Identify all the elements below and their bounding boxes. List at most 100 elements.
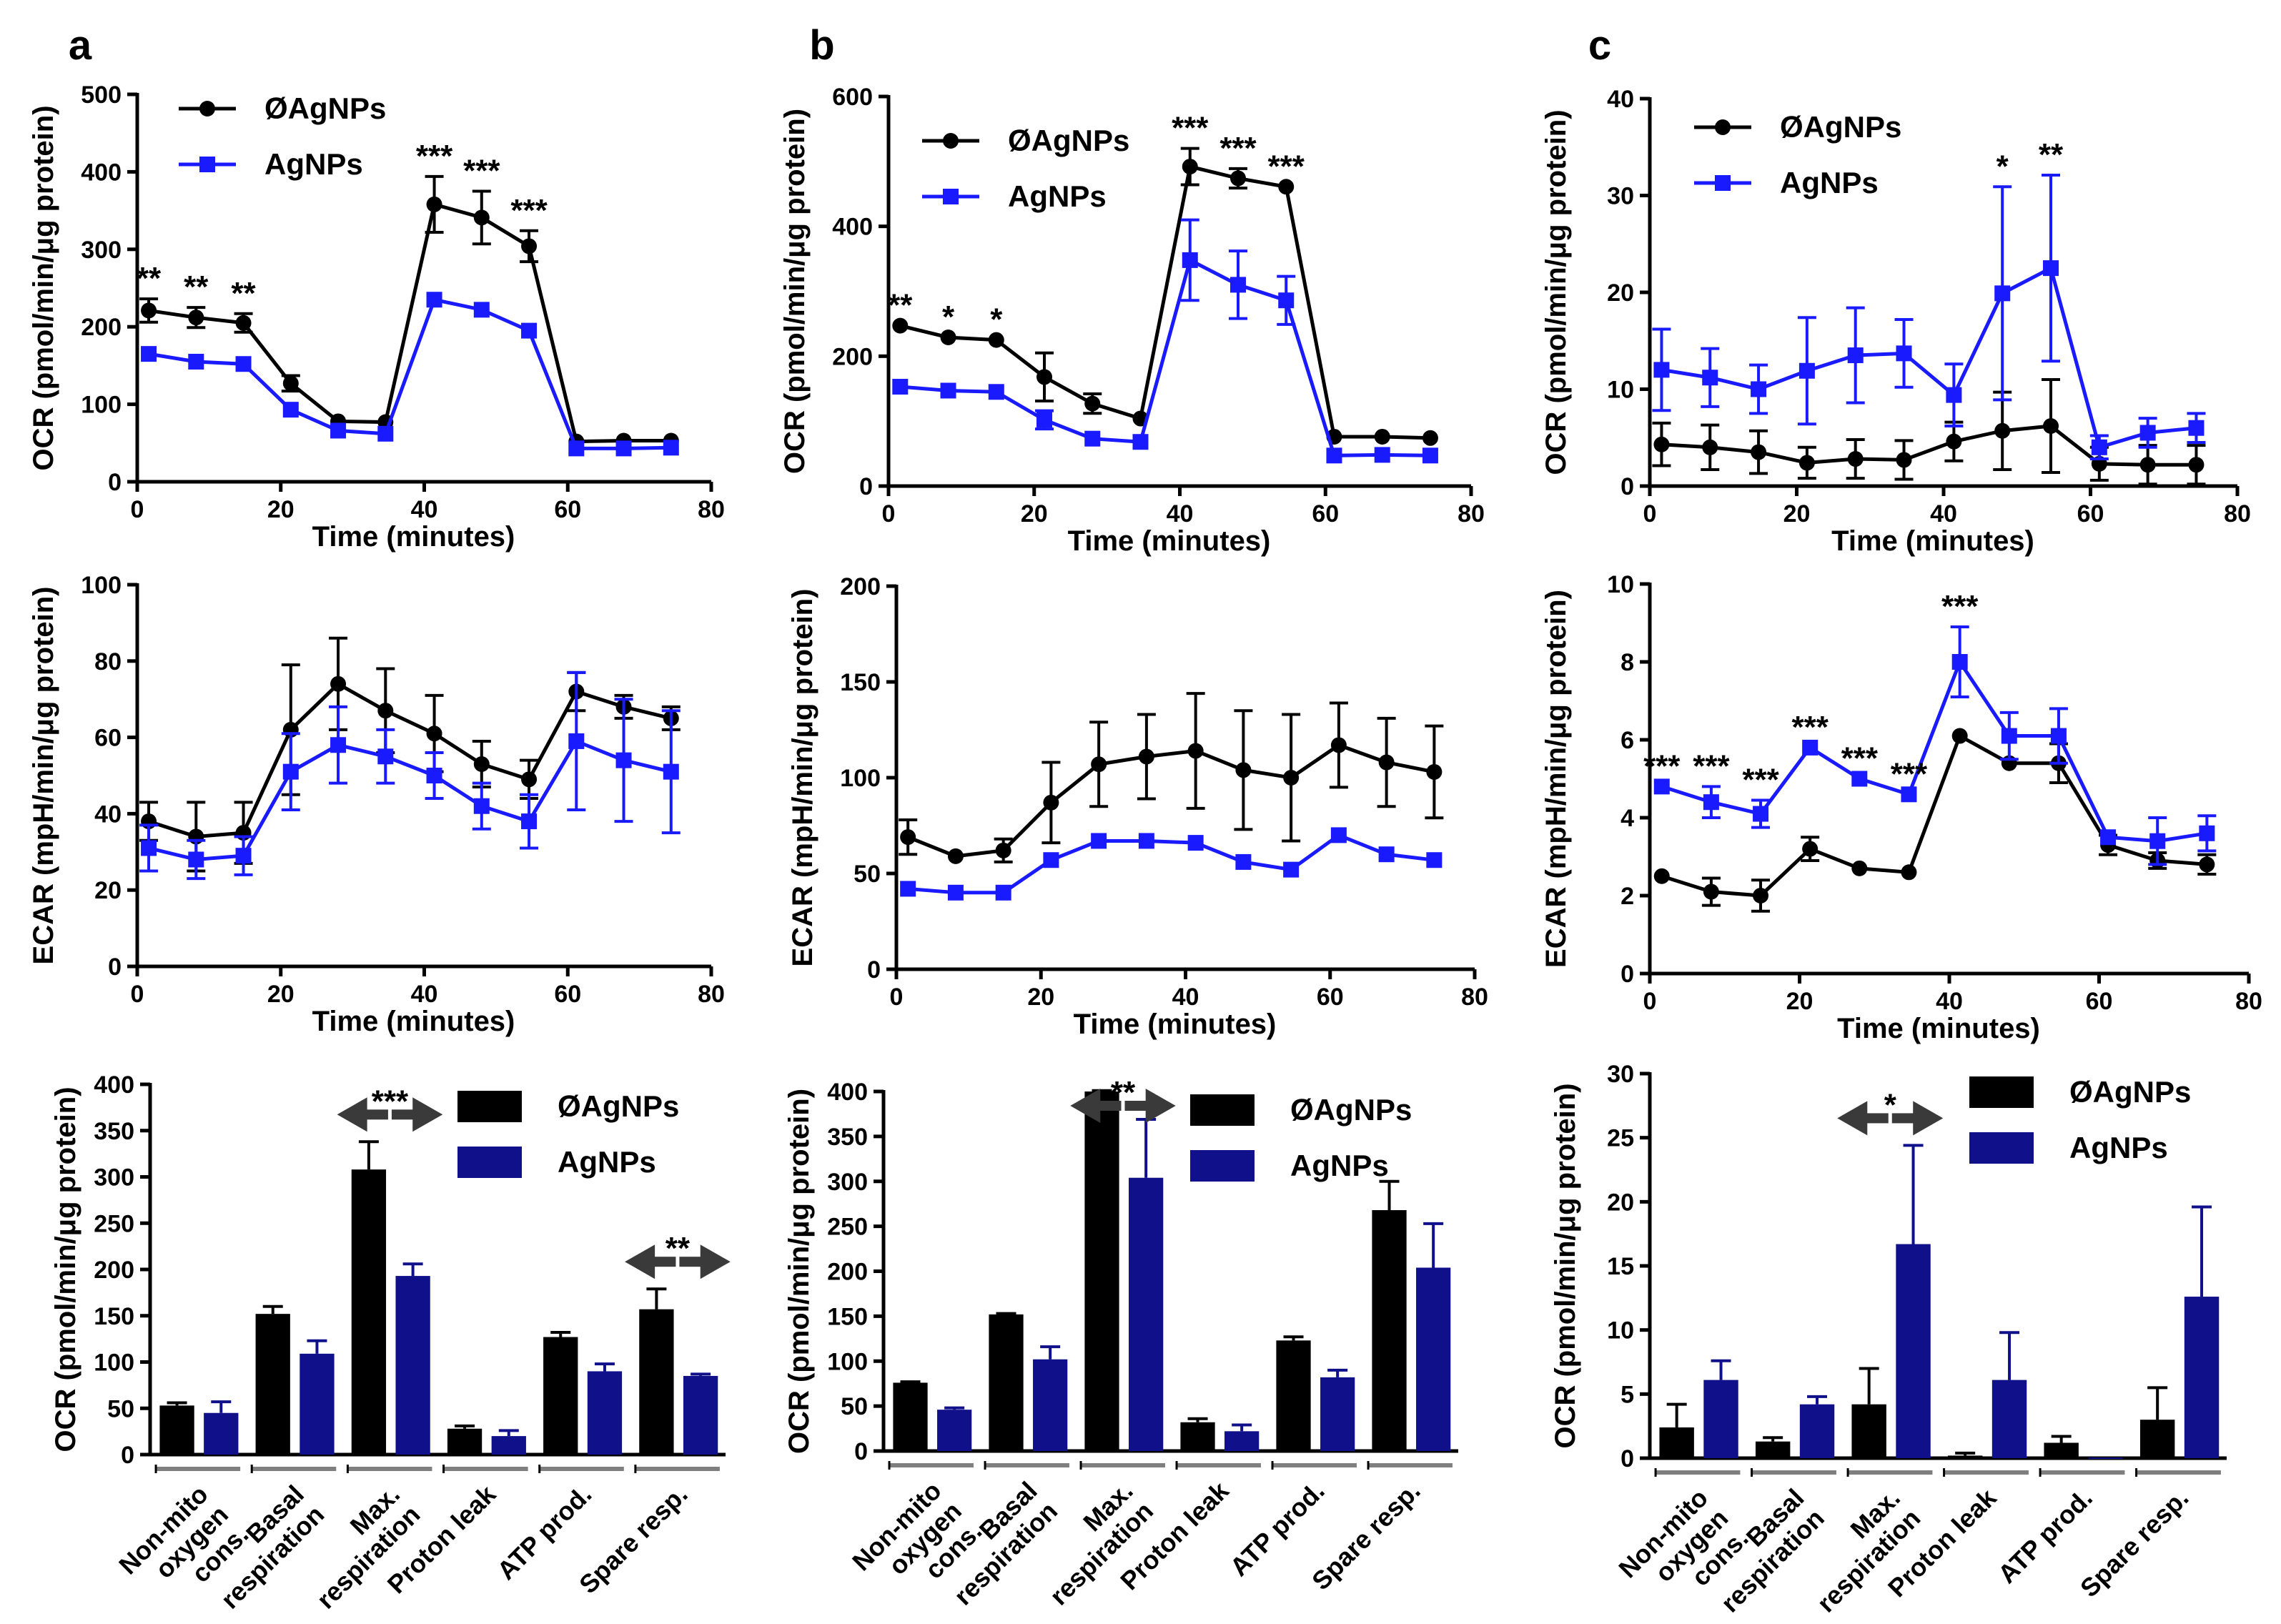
x-tick-label: 0 <box>131 981 144 1008</box>
data-point <box>2091 439 2107 455</box>
y-tick-label: 350 <box>94 1118 134 1145</box>
bar-control <box>1851 1404 1886 1458</box>
y-tick-label: 300 <box>81 237 122 264</box>
series-agnps <box>141 292 679 457</box>
data-point <box>1182 252 1198 268</box>
data-point <box>1951 728 1968 744</box>
series-line <box>148 297 671 450</box>
data-point <box>1751 381 1767 397</box>
data-point <box>1798 362 1815 379</box>
legend-marker <box>943 189 959 204</box>
significance-label: * <box>942 299 955 335</box>
y-tick-label: 5 <box>1621 1381 1634 1408</box>
data-point <box>2100 829 2117 846</box>
data-point <box>1426 852 1443 868</box>
data-point <box>377 748 394 765</box>
significance-label: ** <box>184 269 209 304</box>
significance-label: ** <box>888 288 913 323</box>
x-tick-label: 0 <box>1643 500 1657 528</box>
y-axis-title: OCR (pmol/min/μg protein) <box>50 1086 81 1452</box>
bar-control <box>989 1314 1024 1451</box>
significance-label: * <box>1884 1087 1897 1122</box>
data-point <box>1901 786 1917 803</box>
bar-agnps <box>300 1353 335 1455</box>
data-point <box>521 813 538 830</box>
data-point <box>2199 825 2215 841</box>
y-tick-label: 15 <box>1607 1253 1634 1280</box>
legend-label: ØAgNPs <box>2069 1075 2191 1109</box>
x-tick-label: 80 <box>698 496 725 523</box>
data-point <box>1091 756 1107 773</box>
significance-label: *** <box>1172 111 1209 146</box>
series-agnps <box>1652 174 2206 461</box>
data-point <box>521 771 538 788</box>
data-point <box>940 329 956 345</box>
data-point <box>141 840 157 856</box>
series-control <box>1653 728 2217 913</box>
data-point <box>282 763 299 780</box>
chart-a3: 0 50 100 150 200 250 300 350 400 OCR (pmol/min/μg… <box>50 1071 731 1614</box>
significance-label: *** <box>416 139 453 174</box>
x-tick-label: 60 <box>2086 988 2113 1015</box>
data-point <box>1653 778 1670 795</box>
category-label: ATP prod. <box>1992 1483 2098 1589</box>
series-control <box>892 147 1438 446</box>
data-point <box>1946 433 1962 450</box>
arrow-left <box>625 1244 655 1279</box>
data-point <box>947 848 964 864</box>
data-point <box>2188 420 2205 436</box>
y-tick-label: 0 <box>1621 961 1634 988</box>
series-line <box>148 681 672 838</box>
legend-swatch <box>1190 1094 1255 1126</box>
data-point <box>1278 179 1295 195</box>
data-point <box>1187 835 1204 851</box>
data-point <box>1896 452 1912 468</box>
y-tick-label: 0 <box>867 956 881 984</box>
legend-marker <box>1715 175 1731 191</box>
y-tick-label: 20 <box>1607 1189 1634 1216</box>
y-tick-label: 4 <box>1621 805 1634 832</box>
x-tick-label: 80 <box>1458 500 1485 528</box>
data-point <box>1187 743 1204 759</box>
significance-label: ** <box>231 276 256 311</box>
x-tick-label: 20 <box>1021 500 1048 528</box>
data-point <box>1426 763 1443 780</box>
y-tick-label: 40 <box>94 801 122 828</box>
chart-b1: b 0 200 400 600 OCR (pmol/min/μg protein) 0 20 4… <box>779 22 1485 557</box>
legend-label: ØAgNPs <box>1780 110 1901 144</box>
data-point <box>1802 739 1819 756</box>
y-tick-label: 0 <box>121 1442 134 1469</box>
bar-control <box>159 1405 194 1455</box>
y-tick-label: 10 <box>1607 571 1634 598</box>
x-tick-label: 60 <box>1317 984 1344 1011</box>
data-point <box>235 356 252 372</box>
data-point <box>426 196 442 212</box>
x-tick-label: 80 <box>2224 500 2251 528</box>
series-line <box>907 743 1435 858</box>
bar-agnps <box>204 1412 239 1455</box>
data-point <box>2139 457 2156 473</box>
category-label-line: ATP prod. <box>1992 1483 2098 1589</box>
y-tick-label: 50 <box>841 1393 868 1420</box>
x-tick-label: 40 <box>1936 988 1963 1015</box>
significance-label: *** <box>1693 748 1730 783</box>
significance-label: *** <box>1268 149 1305 184</box>
data-point <box>1851 771 1868 787</box>
y-tick-label: 150 <box>827 1303 868 1330</box>
significance-label: *** <box>1941 589 1979 624</box>
y-tick-label: 250 <box>827 1214 868 1241</box>
arrow-right <box>412 1097 443 1132</box>
data-point <box>663 763 679 780</box>
series-line <box>148 738 672 862</box>
chart-c1: c 0 10 20 30 40 OCR (pmol/min/μg protein) 0 20 40… <box>1540 22 2251 557</box>
data-point <box>1896 345 1912 362</box>
data-point <box>1132 434 1149 450</box>
x-tick-label: 40 <box>1172 984 1199 1011</box>
data-point <box>1182 159 1198 175</box>
data-point <box>1703 794 1719 811</box>
y-tick-label: 350 <box>827 1124 868 1151</box>
y-tick-label: 150 <box>94 1303 134 1330</box>
series-agnps <box>892 218 1438 464</box>
data-point <box>2050 728 2067 744</box>
